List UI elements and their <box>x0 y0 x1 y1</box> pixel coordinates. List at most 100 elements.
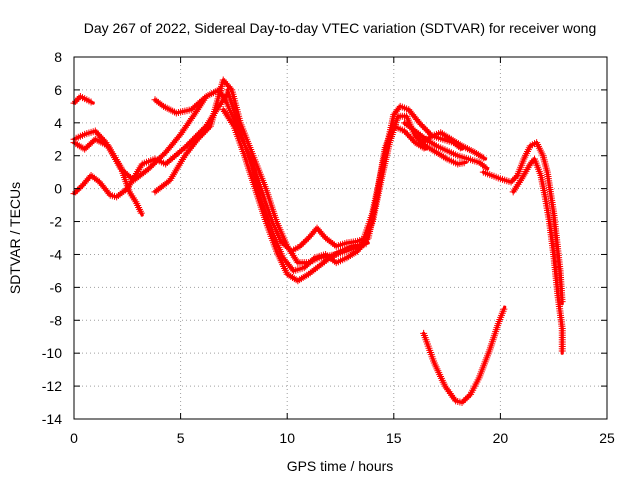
data-point-marker <box>404 122 412 130</box>
data-point-marker <box>419 122 427 130</box>
data-point-marker <box>221 78 229 86</box>
data-point-marker <box>405 132 413 140</box>
data-point-marker <box>411 127 419 135</box>
data-point-marker <box>449 136 457 144</box>
data-point-marker <box>331 250 339 258</box>
data-point-marker <box>309 255 317 263</box>
data-point-marker <box>307 231 315 239</box>
y-tick-label: 6 <box>54 82 62 98</box>
data-point-marker <box>202 127 210 135</box>
data-point-marker <box>413 140 421 148</box>
data-point-marker <box>453 139 461 147</box>
data-point-marker <box>159 151 167 159</box>
data-point-marker <box>182 150 190 158</box>
data-point-marker <box>404 130 412 138</box>
data-point-marker <box>199 95 207 103</box>
data-point-marker <box>205 124 213 132</box>
data-point-marker <box>120 187 128 195</box>
data-point-marker <box>314 226 322 234</box>
data-point-marker <box>510 175 518 183</box>
series-arc-2 <box>72 91 230 199</box>
data-point-marker <box>297 275 305 283</box>
data-point-marker <box>174 149 182 157</box>
data-point-marker <box>414 117 422 125</box>
data-point-marker <box>192 101 200 109</box>
data-point-marker <box>429 146 437 154</box>
data-point-marker <box>558 347 566 355</box>
data-point-marker <box>463 394 471 402</box>
data-point-marker <box>188 143 196 151</box>
data-point-marker <box>213 87 221 95</box>
data-point-marker <box>325 237 333 245</box>
data-point-marker <box>125 172 133 180</box>
y-tick-label: 8 <box>54 49 62 65</box>
data-point-marker <box>411 139 419 147</box>
data-point-marker <box>163 158 171 166</box>
data-point-marker <box>322 256 330 264</box>
data-point-marker <box>160 150 168 158</box>
data-point-marker <box>315 262 323 270</box>
data-point-marker <box>500 305 508 313</box>
data-point-marker <box>182 142 190 150</box>
data-point-marker <box>456 141 464 149</box>
data-point-marker <box>335 248 343 256</box>
data-point-marker <box>406 123 414 131</box>
x-tick-label: 20 <box>493 430 509 446</box>
data-point-marker <box>290 253 298 261</box>
data-point-marker <box>146 163 154 171</box>
data-point-marker <box>123 171 131 179</box>
data-point-marker <box>145 165 153 173</box>
data-point-marker <box>226 84 234 92</box>
data-point-marker <box>229 120 237 128</box>
data-point-marker <box>181 152 189 160</box>
data-point-marker <box>223 111 231 119</box>
data-point-marker <box>303 271 311 279</box>
data-point-marker <box>188 114 196 122</box>
data-point-marker <box>299 273 307 281</box>
data-point-marker <box>418 133 426 141</box>
data-point-marker <box>402 120 410 128</box>
data-point-marker <box>116 190 124 198</box>
y-tick-label: -6 <box>50 279 63 295</box>
data-point-marker <box>81 178 89 186</box>
data-point-marker <box>418 139 426 147</box>
data-point-marker <box>420 144 428 152</box>
data-point-marker <box>305 234 313 242</box>
data-point-marker <box>185 146 193 154</box>
data-point-marker <box>203 125 211 133</box>
data-point-marker <box>170 152 178 160</box>
data-point-marker <box>460 397 468 405</box>
data-point-marker <box>117 165 125 173</box>
y-tick-label: -2 <box>50 214 63 230</box>
data-point-marker <box>91 135 99 143</box>
data-point-marker <box>222 109 230 117</box>
y-axis-label: SDTVAR / TECUs <box>7 182 23 294</box>
data-point-marker <box>222 79 230 87</box>
data-point-marker <box>194 100 202 108</box>
data-point-marker <box>157 153 165 161</box>
data-point-marker <box>301 272 309 280</box>
data-point-marker <box>75 94 83 102</box>
y-tick-label: -14 <box>42 411 62 427</box>
data-point-marker <box>200 129 208 137</box>
data-point-marker <box>165 157 173 165</box>
data-point-marker <box>308 267 316 275</box>
data-point-marker <box>160 102 168 110</box>
data-point-marker <box>202 92 210 100</box>
data-point-marker <box>167 106 175 114</box>
data-point-marker <box>178 129 186 137</box>
data-point-marker <box>409 126 417 134</box>
data-point-marker <box>189 141 197 149</box>
data-point-marker <box>507 178 515 186</box>
data-point-marker <box>219 76 227 84</box>
data-point-marker <box>189 104 197 112</box>
data-point-marker <box>161 103 169 111</box>
data-point-marker <box>93 136 101 144</box>
data-point-marker <box>458 142 466 150</box>
data-point-marker <box>464 145 472 153</box>
data-point-marker <box>87 98 95 106</box>
plot-frame <box>73 56 608 420</box>
data-point-marker <box>191 103 199 111</box>
